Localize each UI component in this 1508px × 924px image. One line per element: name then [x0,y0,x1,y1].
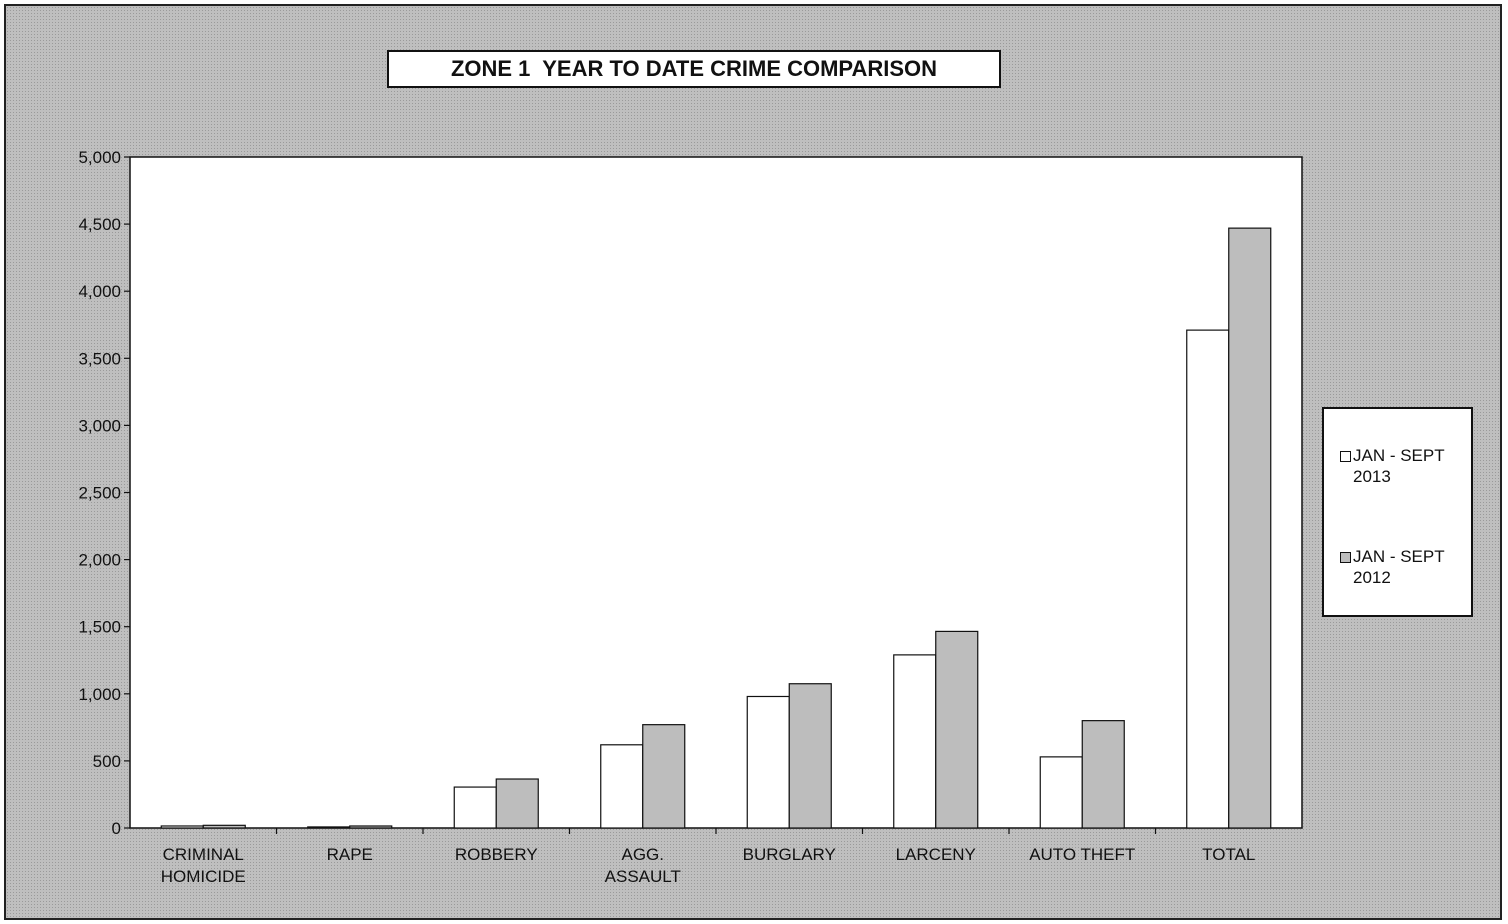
bar-2012 [349,825,393,829]
legend-label-2012: JAN - SEPT 2012 [1353,547,1445,587]
x-tick-label: TOTAL [1202,845,1255,864]
chart-title: ZONE 1 YEAR TO DATE CRIME COMPARISON [387,50,1001,88]
y-tick-label: 0 [112,819,121,838]
y-tick-label: 3,500 [78,349,121,368]
legend-item-2012: JAN - SEPT 2012 [1340,546,1445,588]
bar-2013 [1186,329,1230,829]
x-tick-label: CRIMINAL HOMICIDE [161,845,246,886]
bar-2012 [495,778,539,829]
legend-swatch-2013 [1340,451,1351,462]
x-tick-label: LARCENY [896,845,976,864]
y-tick-label: 2,500 [78,484,121,503]
bar-2013 [307,826,351,829]
bar-2012 [935,630,979,829]
bar-2013 [893,654,937,829]
y-tick-label: 2,000 [78,551,121,570]
y-tick-label: 500 [93,752,121,771]
y-tick-label: 3,000 [78,416,121,435]
bar-2013 [746,695,790,829]
bar-2012 [1228,227,1272,829]
x-tick-label: AGG. ASSAULT [605,845,681,886]
legend-swatch-2012 [1340,552,1351,563]
bar-2012 [788,683,832,829]
x-tick-label: RAPE [327,845,373,864]
bar-2012 [1081,720,1125,829]
bar-2013 [1039,756,1083,829]
bar-2013 [160,825,204,829]
legend-label-2013: JAN - SEPT 2013 [1353,446,1445,486]
bar-2013 [600,744,644,829]
y-tick-label: 4,000 [78,282,121,301]
x-tick-label: ROBBERY [455,845,538,864]
x-tick-label: BURGLARY [743,845,836,864]
bar-2012 [202,824,246,829]
bar-2012 [642,724,686,829]
x-tick-label: AUTO THEFT [1029,845,1135,864]
y-tick-label: 5,000 [78,148,121,167]
legend-item-2013: JAN - SEPT 2013 [1340,445,1445,487]
legend: JAN - SEPT 2013 JAN - SEPT 2012 [1322,407,1473,617]
y-tick-label: 1,000 [78,685,121,704]
bar-2013 [453,786,497,829]
y-tick-label: 1,500 [78,618,121,637]
y-tick-label: 4,500 [78,215,121,234]
plot-area [129,156,1303,829]
